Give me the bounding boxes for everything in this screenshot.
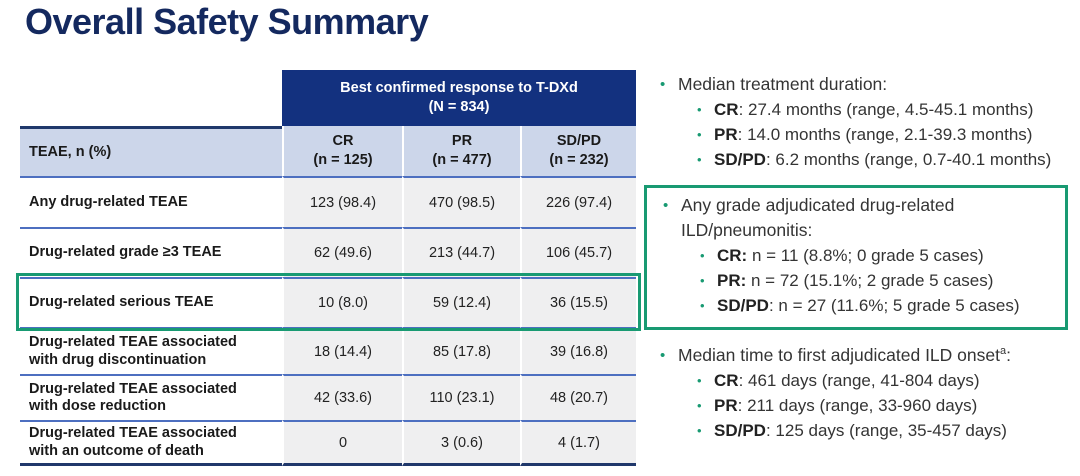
row-label: Drug-related TEAE associated with drug d… bbox=[20, 327, 282, 374]
bullet-icon: • bbox=[697, 398, 702, 413]
table-cell: 4 (1.7) bbox=[520, 420, 636, 466]
note-subitem: • PR: 14.0 months (range, 2.1-39.3 month… bbox=[697, 122, 1080, 147]
table-cell: 62 (49.6) bbox=[282, 227, 402, 277]
bullet-icon: • bbox=[660, 347, 666, 364]
row-label: Drug-related TEAE associated with an out… bbox=[20, 420, 282, 466]
column-header-cr: CR (n = 125) bbox=[282, 126, 402, 176]
note-group-ild-pneumonitis-highlighted: • Any grade adjudicated drug-related ILD… bbox=[644, 185, 1068, 330]
span-header-line1: Best confirmed response to T-DXd bbox=[340, 80, 578, 97]
note-text: : 125 days (range, 35-457 days) bbox=[765, 421, 1007, 440]
row-label: Drug-related TEAE associated with dose r… bbox=[20, 374, 282, 420]
note-subitem: • CR: 27.4 months (range, 4.5-45.1 month… bbox=[697, 97, 1080, 122]
response-label: PR bbox=[714, 125, 738, 144]
bullet-icon: • bbox=[700, 273, 705, 288]
table-cell: 470 (98.5) bbox=[402, 176, 520, 227]
note-subitem: • PR: 211 days (range, 33-960 days) bbox=[697, 393, 1080, 418]
note-title: • Median time to first adjudicated ILD o… bbox=[660, 343, 1080, 368]
note-text: : 6.2 months (range, 0.7-40.1 months) bbox=[765, 150, 1052, 169]
column-header-teae: TEAE, n (%) bbox=[20, 126, 282, 176]
note-text: : 211 days (range, 33-960 days) bbox=[737, 396, 978, 415]
response-label: SD/PD bbox=[714, 150, 766, 169]
note-group-treatment-duration: • Median treatment duration: • CR: 27.4 … bbox=[660, 72, 1080, 172]
note-title-text: Median treatment duration: bbox=[678, 74, 888, 94]
table-corner-cell bbox=[20, 70, 282, 126]
table-cell: 85 (17.8) bbox=[402, 327, 520, 374]
table-span-header: Best confirmed response to T-DXd (N = 83… bbox=[282, 70, 636, 126]
bullet-icon: • bbox=[697, 373, 702, 388]
note-text: : 14.0 months (range, 2.1-39.3 months) bbox=[737, 125, 1033, 144]
column-n: (n = 232) bbox=[549, 152, 609, 168]
note-subitem: • SD/PD: n = 27 (11.6%; 5 grade 5 cases) bbox=[700, 293, 1061, 318]
note-text: : 27.4 months (range, 4.5-45.1 months) bbox=[738, 100, 1034, 119]
note-text: n = 11 (8.8%; 0 grade 5 cases) bbox=[747, 246, 984, 265]
note-subitem: • SD/PD: 6.2 months (range, 0.7-40.1 mon… bbox=[697, 147, 1080, 172]
table-cell: 3 (0.6) bbox=[402, 420, 520, 466]
note-title-text: Median time to first adjudicated ILD ons… bbox=[678, 345, 1011, 365]
note-title: • Median treatment duration: bbox=[660, 72, 1080, 97]
table-cell: 42 (33.6) bbox=[282, 374, 402, 420]
note-subitem: • PR: n = 72 (15.1%; 2 grade 5 cases) bbox=[700, 268, 1061, 293]
response-label: PR bbox=[714, 396, 738, 415]
bullet-icon: • bbox=[660, 76, 666, 93]
response-label: PR: bbox=[717, 271, 747, 290]
note-text: : 461 days (range, 41-804 days) bbox=[738, 371, 980, 390]
row-label: Any drug-related TEAE bbox=[20, 176, 282, 227]
table-cell: 36 (15.5) bbox=[520, 277, 636, 327]
note-text: n = 72 (15.1%; 2 grade 5 cases) bbox=[746, 271, 994, 290]
note-title: • Any grade adjudicated drug-related ILD… bbox=[663, 193, 1061, 243]
column-name: PR bbox=[451, 133, 473, 150]
table-cell: 213 (44.7) bbox=[402, 227, 520, 277]
notes-panel: • Median treatment duration: • CR: 27.4 … bbox=[644, 72, 1080, 456]
table-cell: 106 (45.7) bbox=[520, 227, 636, 277]
response-label: CR bbox=[714, 100, 739, 119]
response-label: CR bbox=[714, 371, 739, 390]
page-title: Overall Safety Summary bbox=[25, 1, 429, 42]
table-cell: 59 (12.4) bbox=[402, 277, 520, 327]
column-n: (n = 477) bbox=[432, 152, 492, 168]
note-subitem: • CR: n = 11 (8.8%; 0 grade 5 cases) bbox=[700, 243, 1061, 268]
safety-summary-table: Best confirmed response to T-DXd (N = 83… bbox=[16, 70, 641, 466]
note-group-ild-onset: • Median time to first adjudicated ILD o… bbox=[660, 343, 1080, 443]
bullet-icon: • bbox=[700, 248, 705, 263]
footnote-marker: a bbox=[999, 345, 1007, 358]
table-cell: 10 (8.0) bbox=[282, 277, 402, 327]
table-cell: 48 (20.7) bbox=[520, 374, 636, 420]
table-cell: 110 (23.1) bbox=[402, 374, 520, 420]
bullet-icon: • bbox=[663, 197, 669, 214]
table-cell: 226 (97.4) bbox=[520, 176, 636, 227]
column-name: CR bbox=[332, 133, 354, 150]
span-header-line2: (N = 834) bbox=[428, 99, 490, 115]
bullet-icon: • bbox=[697, 152, 702, 167]
bullet-icon: • bbox=[697, 102, 702, 117]
response-label: SD/PD bbox=[714, 421, 766, 440]
column-name: SD/PD bbox=[556, 133, 602, 150]
table-grid: Best confirmed response to T-DXd (N = 83… bbox=[20, 70, 636, 466]
response-label: SD/PD bbox=[717, 296, 769, 315]
bullet-icon: • bbox=[697, 127, 702, 142]
table-cell: 0 bbox=[282, 420, 402, 466]
column-n: (n = 125) bbox=[313, 152, 373, 168]
row-label-highlighted: Drug-related serious TEAE bbox=[20, 277, 282, 327]
note-subitem: • SD/PD: 125 days (range, 35-457 days) bbox=[697, 418, 1080, 443]
row-label: Drug-related grade ≥3 TEAE bbox=[20, 227, 282, 277]
bullet-icon: • bbox=[700, 298, 705, 313]
column-header-pr: PR (n = 477) bbox=[402, 126, 520, 176]
note-subitem: • CR: 461 days (range, 41-804 days) bbox=[697, 368, 1080, 393]
table-cell: 123 (98.4) bbox=[282, 176, 402, 227]
response-label: CR: bbox=[717, 246, 748, 265]
note-text: : n = 27 (11.6%; 5 grade 5 cases) bbox=[768, 296, 1020, 315]
note-title-text: Any grade adjudicated drug-related ILD/p… bbox=[681, 195, 955, 240]
column-header-sdpd: SD/PD (n = 232) bbox=[520, 126, 636, 176]
table-cell: 39 (16.8) bbox=[520, 327, 636, 374]
bullet-icon: • bbox=[697, 423, 702, 438]
table-cell: 18 (14.4) bbox=[282, 327, 402, 374]
